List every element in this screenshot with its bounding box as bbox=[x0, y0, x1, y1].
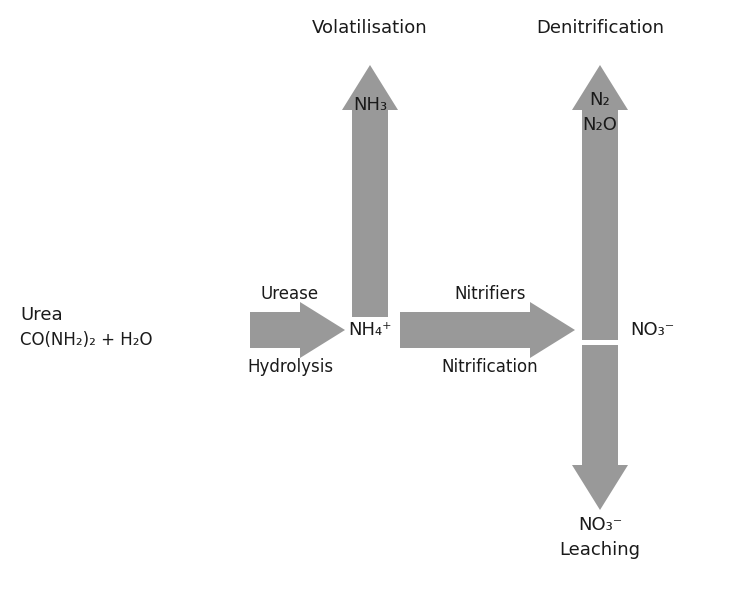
Text: Leaching: Leaching bbox=[559, 541, 640, 559]
Text: Nitrification: Nitrification bbox=[442, 358, 538, 376]
Text: NH₄⁺: NH₄⁺ bbox=[348, 321, 392, 339]
FancyArrow shape bbox=[342, 65, 398, 340]
Text: Urease: Urease bbox=[261, 285, 319, 303]
FancyArrow shape bbox=[250, 302, 345, 358]
Text: NH₃: NH₃ bbox=[353, 96, 387, 114]
FancyArrow shape bbox=[572, 65, 628, 340]
Text: Hydrolysis: Hydrolysis bbox=[247, 358, 333, 376]
FancyArrow shape bbox=[400, 302, 575, 358]
Text: N₂: N₂ bbox=[590, 91, 610, 109]
Text: Nitrifiers: Nitrifiers bbox=[454, 285, 526, 303]
Text: NO₃⁻: NO₃⁻ bbox=[578, 516, 622, 534]
Text: Urea: Urea bbox=[20, 306, 63, 324]
Text: NO₃⁻: NO₃⁻ bbox=[630, 321, 674, 339]
Text: Denitrification: Denitrification bbox=[536, 19, 664, 37]
Text: Volatilisation: Volatilisation bbox=[312, 19, 428, 37]
Text: CO(NH₂)₂ + H₂O: CO(NH₂)₂ + H₂O bbox=[20, 331, 152, 349]
Text: N₂O: N₂O bbox=[583, 116, 618, 134]
FancyArrow shape bbox=[572, 345, 628, 510]
